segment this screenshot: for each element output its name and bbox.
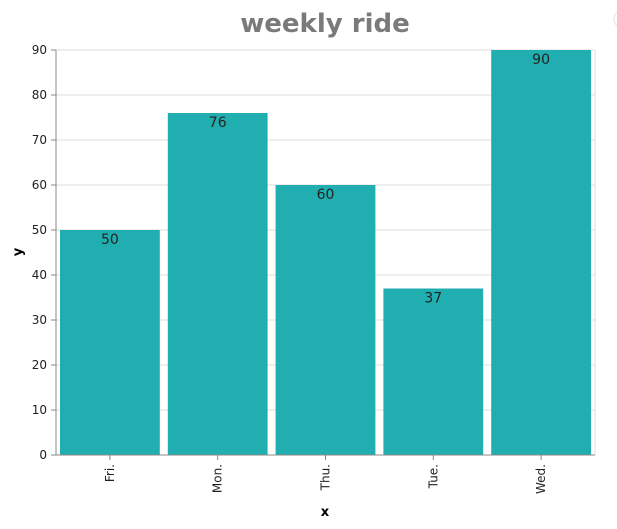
bars bbox=[60, 50, 591, 455]
x-tick-label: Wed. bbox=[534, 464, 548, 494]
y-tick-label: 60 bbox=[32, 178, 47, 192]
x-tick-label: Thu. bbox=[319, 464, 333, 491]
y-tick-label: 20 bbox=[32, 358, 47, 372]
bar-wed bbox=[491, 50, 591, 455]
bar-thu bbox=[275, 185, 376, 455]
data-label: 90 bbox=[532, 52, 550, 68]
y-tick-label: 40 bbox=[32, 268, 47, 282]
x-tick-label: Mon. bbox=[211, 464, 225, 493]
x-tick-label: Fri. bbox=[103, 464, 117, 482]
x-tick-label: Tue. bbox=[426, 464, 440, 489]
y-tick-label: 10 bbox=[32, 403, 47, 417]
bar-fri bbox=[60, 230, 160, 455]
y-tick-label: 0 bbox=[39, 448, 47, 462]
axes: 0 10 20 30 40 50 60 70 80 90 Fri. Mon. Thu. Tue. Wed. bbox=[32, 43, 596, 494]
data-label: 76 bbox=[209, 115, 227, 131]
y-tick-label: 30 bbox=[32, 313, 47, 327]
data-label: 60 bbox=[317, 187, 335, 203]
chart-title: weekly ride bbox=[240, 9, 409, 39]
y-axis-title: y bbox=[11, 247, 26, 256]
bar-tue bbox=[383, 288, 484, 455]
data-labels: 50 76 60 37 90 bbox=[101, 52, 550, 307]
y-tick-label: 50 bbox=[32, 223, 47, 237]
x-axis-title: x bbox=[321, 505, 330, 520]
y-tick-label: 70 bbox=[32, 133, 47, 147]
y-tick-label: 80 bbox=[32, 88, 47, 102]
y-tick-label: 90 bbox=[32, 43, 47, 57]
data-label: 37 bbox=[424, 291, 442, 307]
data-label: 50 bbox=[101, 232, 119, 248]
bar-mon bbox=[167, 113, 268, 455]
toolbox-circle bbox=[613, 11, 617, 27]
